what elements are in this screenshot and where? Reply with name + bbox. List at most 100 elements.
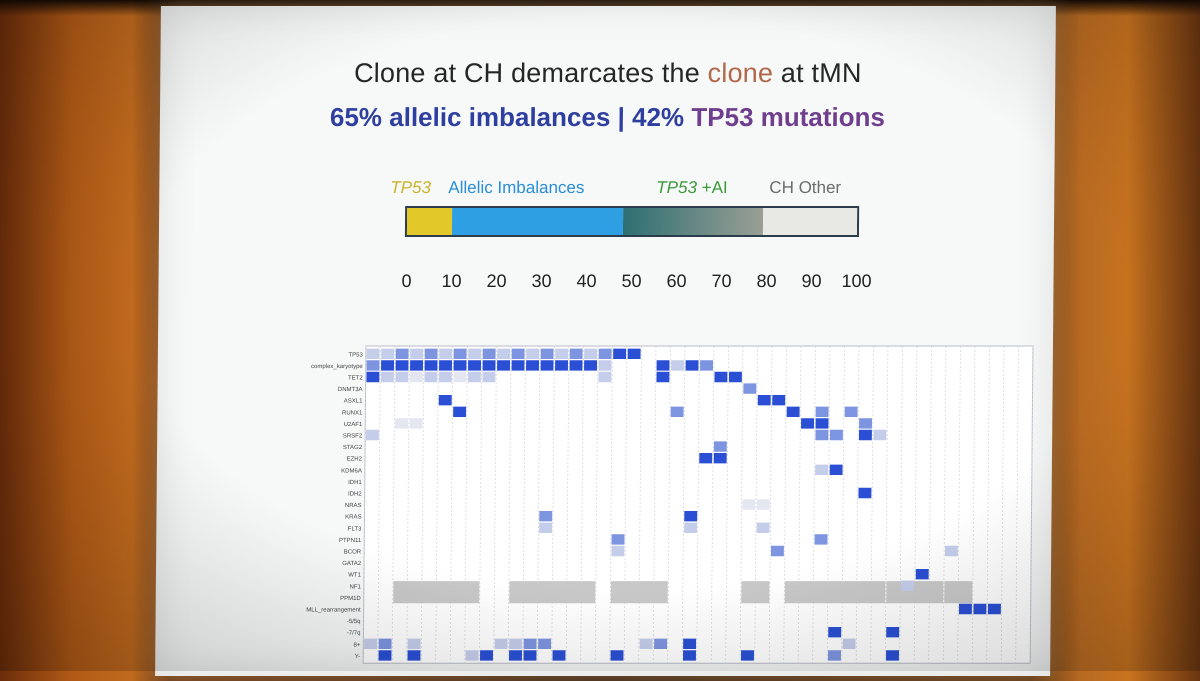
heatmap-gridline [435, 346, 439, 664]
scale-segment-3 [762, 208, 858, 235]
heatmap-cell [584, 348, 598, 359]
heatmap-gridline [957, 346, 961, 664]
heatmap-cell [584, 360, 598, 371]
heatmap-cell [511, 348, 525, 359]
heatmap-row-label: SRSF2 [343, 434, 363, 440]
heatmap-cell [438, 371, 452, 383]
percentage-scale-bar [404, 206, 860, 237]
heatmap-gridline [797, 346, 802, 664]
heatmap-cell [538, 638, 552, 650]
heatmap-row-label: TP53 [349, 352, 364, 358]
heatmap-cell [858, 429, 872, 441]
scale-tick-60: 60 [666, 271, 687, 291]
heatmap-gridline [681, 346, 686, 664]
heatmap-gridline [826, 346, 831, 664]
heatmap-gridline [1029, 346, 1034, 664]
heatmap-cell [366, 348, 380, 359]
heatmap-cell [407, 638, 421, 650]
heatmap-gridline [899, 346, 903, 664]
heatmap-cell [598, 360, 612, 371]
heatmap-cell [613, 348, 627, 359]
heatmap-cell [684, 511, 698, 522]
heatmap-cell [713, 441, 727, 452]
scale-tick-90: 90 [801, 271, 822, 291]
heatmap-cell [555, 348, 569, 359]
heatmap-cell [683, 638, 697, 650]
projection-screen: Clone at CH demarcates the clone at tMN … [155, 6, 1056, 676]
heatmap-gray-band [610, 581, 668, 604]
legend-allelic-imbalances: Allelic Imbalances [448, 178, 585, 197]
legend-tp53-ai-suffix: +AI [696, 178, 728, 197]
heatmap-cell [439, 348, 453, 359]
heatmap-cell [395, 418, 409, 429]
heatmap-cell [381, 360, 395, 371]
heatmap-gridline [507, 346, 512, 664]
heatmap-row-label: PTPN11 [339, 538, 362, 544]
mutation-heatmap: TP53 complex_karyotype TET2 DNMT3A ASXL1 RUNX… [306, 345, 1034, 664]
heatmap-cell [366, 360, 380, 371]
heatmap-cell [438, 395, 452, 406]
heatmap-cell [815, 464, 829, 476]
heatmap-gray-band [886, 581, 944, 604]
heatmap-row-label: RUNX1 [342, 410, 363, 416]
scale-tick-50: 50 [621, 271, 642, 291]
heatmap-cell [814, 534, 828, 545]
heatmap-cell [858, 487, 872, 499]
heatmap-cell [453, 348, 467, 359]
heatmap-gray-band [944, 581, 973, 604]
heatmap-cell [714, 371, 728, 383]
heatmap-cell [683, 650, 697, 661]
heatmap-gridline [478, 346, 483, 664]
heatmap-gray-band [509, 581, 596, 604]
heatmap-cell [378, 650, 392, 661]
heatmap-row-label: -5/5q [347, 619, 361, 625]
heatmap-gridline [362, 346, 367, 664]
heatmap-cell [627, 348, 641, 359]
heatmap-cell [480, 650, 494, 661]
heatmap-cell [786, 406, 800, 417]
legend-tp53: TP53 [390, 178, 432, 197]
heatmap-gridline [580, 346, 584, 664]
legend-ch-other: CH Other [769, 178, 842, 197]
heatmap-cell [772, 395, 786, 406]
heatmap-gray-band [784, 581, 886, 604]
heatmap-cell [842, 638, 856, 650]
heatmap-row-label: STAG2 [343, 445, 363, 451]
slide-title-part3: at tMN [773, 58, 862, 88]
heatmap-gridline [725, 346, 729, 664]
heatmap-cell [656, 360, 670, 371]
slide-title-part1: Clone at CH demarcates the [353, 58, 708, 88]
heatmap-cell [453, 360, 467, 371]
heatmap-cell [407, 650, 421, 661]
heatmap-cell [656, 371, 670, 383]
heatmap-gridline [986, 346, 990, 664]
heatmap-cell [670, 406, 684, 417]
heatmap-cell [555, 360, 569, 371]
heatmap-cell [526, 348, 540, 359]
heatmap-row-label: IDH2 [348, 492, 362, 498]
slide-title-clone-word: clone [707, 58, 774, 88]
heatmap-cell [465, 650, 479, 661]
scale-segment-0 [406, 208, 453, 235]
heatmap-gridline [522, 346, 526, 664]
heatmap-gridline [536, 346, 541, 664]
scale-tick-100: 100 [841, 271, 872, 291]
heatmap-cell [523, 638, 537, 650]
heatmap-cell [859, 418, 873, 429]
heatmap-cell [639, 638, 653, 650]
heatmap-cell [654, 638, 668, 650]
heatmap-row-label: MLL_rearrangement [306, 608, 361, 614]
scale-segment-2 [622, 208, 763, 235]
slide-subtitle-part1: 65% allelic imbalances | 42% [329, 102, 692, 132]
heatmap-cell [756, 499, 770, 510]
heatmap-cell [409, 418, 423, 429]
heatmap-cell [886, 650, 900, 661]
heatmap-cell [944, 545, 958, 557]
heatmap-gridline [551, 346, 555, 664]
heatmap-cell [540, 348, 554, 359]
heatmap-cell [958, 603, 972, 615]
heatmap-row-label: complex_karyotype [311, 364, 363, 370]
heatmap-cell [815, 406, 829, 417]
heatmap-cell [395, 371, 409, 383]
heatmap-cell [468, 348, 482, 359]
